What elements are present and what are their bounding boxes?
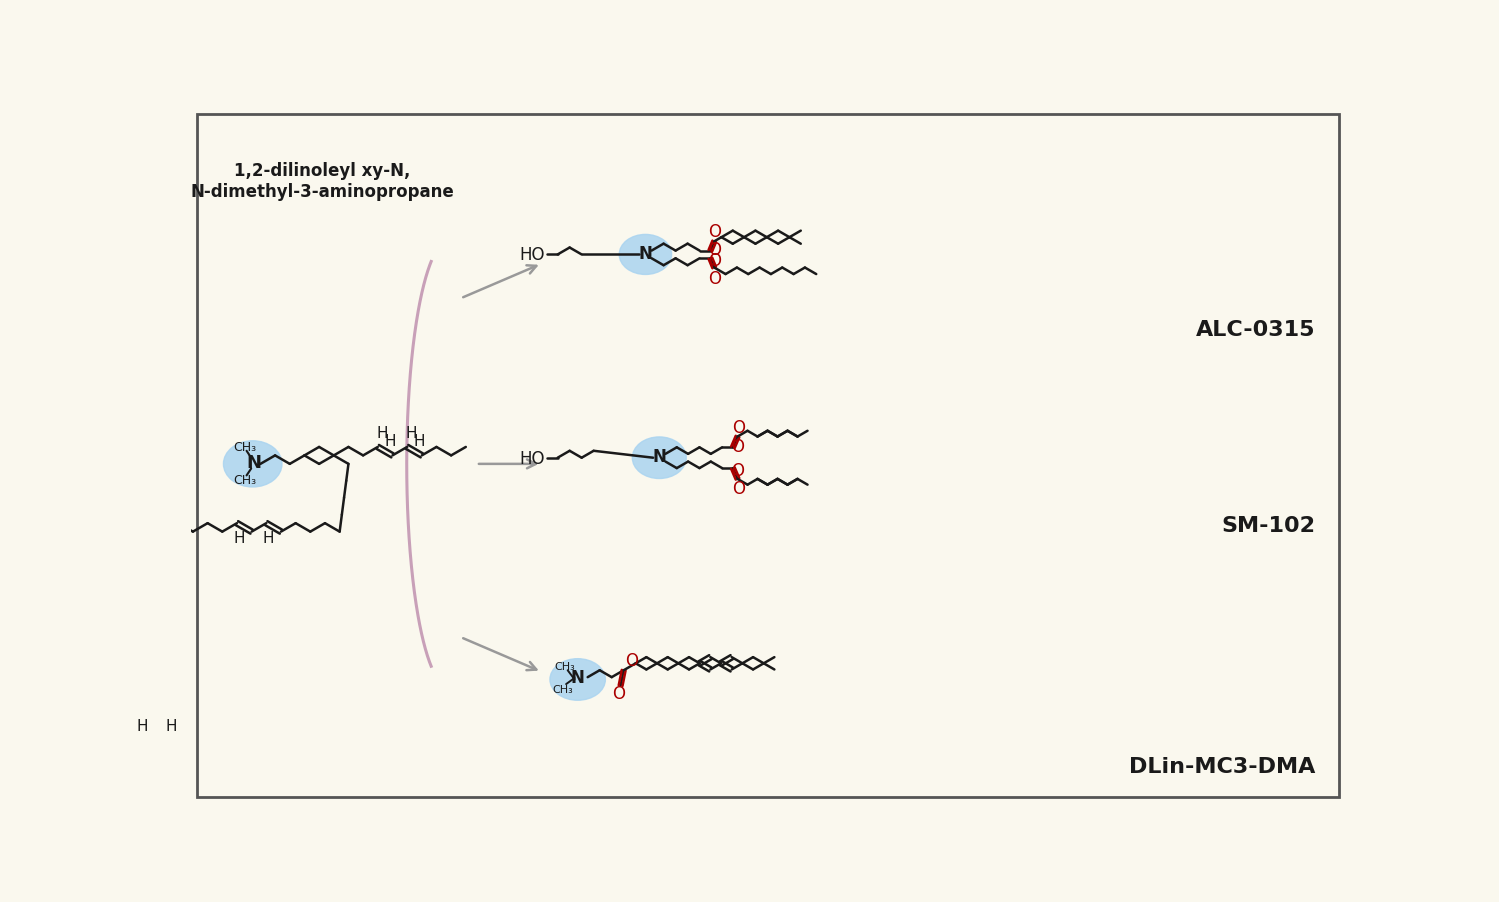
Ellipse shape xyxy=(550,659,606,701)
Text: O: O xyxy=(732,437,744,456)
Text: HO: HO xyxy=(520,246,546,264)
Text: H: H xyxy=(234,530,246,546)
Text: O: O xyxy=(625,651,639,669)
Text: SM-102: SM-102 xyxy=(1222,516,1315,536)
Text: O: O xyxy=(733,480,745,498)
Text: N: N xyxy=(247,454,262,472)
Text: O: O xyxy=(709,269,721,287)
FancyBboxPatch shape xyxy=(198,115,1339,796)
Text: H: H xyxy=(166,718,177,733)
Text: O: O xyxy=(732,461,744,479)
Text: N: N xyxy=(652,447,666,465)
Text: HO: HO xyxy=(520,449,546,467)
Text: CH₃: CH₃ xyxy=(234,441,256,454)
Text: ALC-0315: ALC-0315 xyxy=(1196,320,1315,340)
Text: H: H xyxy=(384,433,396,448)
Text: H: H xyxy=(414,433,426,448)
Text: 1,2-dilinoleyl xy-N,
N-dimethyl-3-aminopropane: 1,2-dilinoleyl xy-N, N-dimethyl-3-aminop… xyxy=(190,162,454,200)
Text: O: O xyxy=(733,419,745,437)
Text: H: H xyxy=(406,426,418,440)
Text: O: O xyxy=(709,252,721,270)
Text: N: N xyxy=(639,244,652,262)
Text: H: H xyxy=(262,530,274,546)
Text: H: H xyxy=(376,426,388,440)
Text: DLin-MC3-DMA: DLin-MC3-DMA xyxy=(1129,756,1315,776)
Text: H: H xyxy=(136,718,148,733)
Ellipse shape xyxy=(633,437,687,479)
Ellipse shape xyxy=(619,235,672,275)
Text: O: O xyxy=(709,241,721,259)
Text: N: N xyxy=(571,668,585,686)
Text: CH₃: CH₃ xyxy=(553,684,574,694)
Text: O: O xyxy=(709,223,721,241)
Text: CH₃: CH₃ xyxy=(234,474,256,486)
Text: O: O xyxy=(612,685,625,703)
Ellipse shape xyxy=(223,441,282,487)
Text: CH₃: CH₃ xyxy=(555,662,576,672)
